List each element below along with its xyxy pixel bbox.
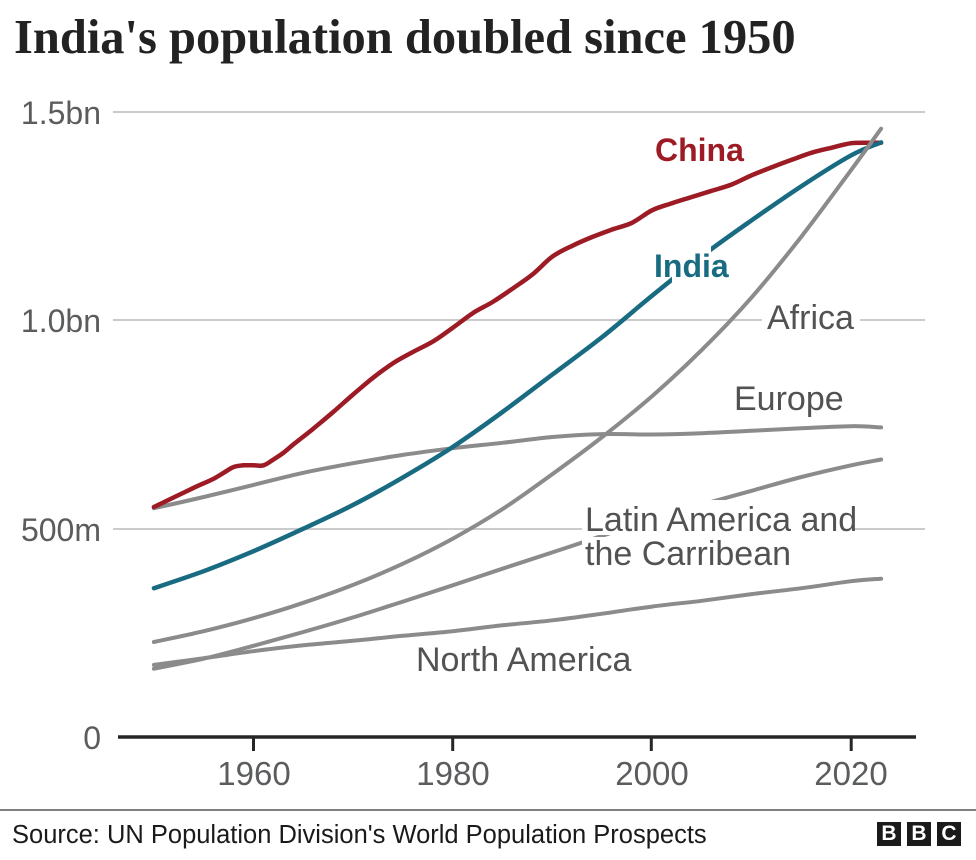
svg-text:China: China — [655, 132, 744, 168]
svg-text:Europe: Europe — [734, 380, 844, 418]
svg-text:2020: 2020 — [814, 755, 887, 792]
svg-text:the Carribean: the Carribean — [585, 535, 791, 573]
svg-text:0: 0 — [83, 720, 101, 756]
svg-text:500m: 500m — [21, 512, 101, 548]
svg-text:1960: 1960 — [217, 755, 290, 792]
svg-text:1.0bn: 1.0bn — [21, 303, 101, 339]
svg-text:Africa: Africa — [767, 299, 854, 337]
svg-text:Source: UN Population Division: Source: UN Population Division's World P… — [12, 821, 707, 849]
svg-text:2000: 2000 — [615, 755, 688, 792]
svg-text:North America: North America — [416, 641, 631, 679]
svg-text:Latin America and: Latin America and — [585, 501, 857, 539]
svg-text:B: B — [911, 822, 926, 845]
svg-text:1980: 1980 — [416, 755, 489, 792]
svg-text:1.5bn: 1.5bn — [21, 95, 101, 131]
svg-text:India's population doubled sin: India's population doubled since 1950 — [14, 11, 796, 64]
svg-text:B: B — [881, 822, 896, 845]
svg-text:India: India — [654, 248, 729, 284]
svg-text:C: C — [941, 822, 956, 845]
